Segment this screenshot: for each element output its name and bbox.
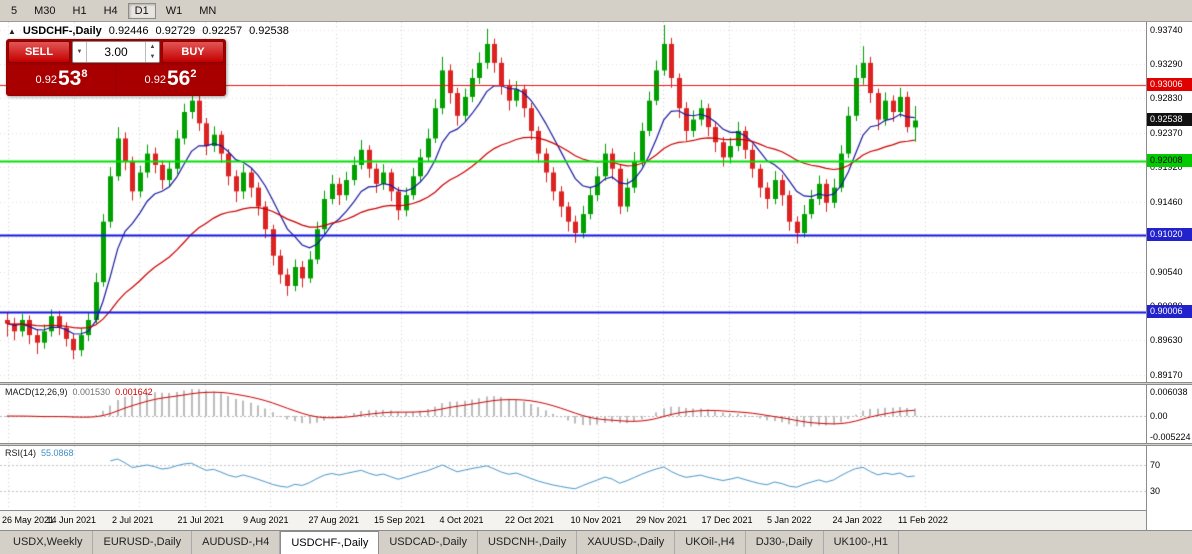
price-scale-label: 0.90540 xyxy=(1150,267,1183,277)
ohlc-open: 0.92446 xyxy=(108,25,149,37)
volume-dropdown-icon[interactable]: ▼ xyxy=(73,42,87,62)
rsi-canvas[interactable] xyxy=(0,446,1146,510)
buy-price-big: 56 xyxy=(166,67,191,90)
volume-input[interactable]: 3.00 xyxy=(104,45,128,59)
ohlc-close: 0.92538 xyxy=(249,25,289,37)
macd-scale-label: 0.006038 xyxy=(1150,387,1188,397)
macd-value-histogram: 0.001530 xyxy=(72,387,111,397)
ohlc-high: 0.92729 xyxy=(155,25,196,37)
panel-splitter-rsi[interactable] xyxy=(0,443,1192,446)
price-scale-badge: 0.90006 xyxy=(1147,305,1192,318)
chart-workspace: ▲ USDCHF-,Daily 0.92446 0.92729 0.92257 … xyxy=(0,22,1192,530)
timeframe-bar: 5 M30 H1 H4 D1 W1 MN xyxy=(0,0,1192,22)
time-axis-label: 17 Dec 2021 xyxy=(701,515,753,525)
price-scale-label: 0.93740 xyxy=(1150,25,1183,35)
buy-price-prefix: 0.92 xyxy=(144,74,166,86)
timeframe-button-5[interactable]: 5 xyxy=(11,4,18,17)
one-click-trading-panel: SELL ▼ 3.00 ▲ ▼ BUY 0.92 53 xyxy=(6,39,226,96)
rsi-scale-label: 30 xyxy=(1150,486,1161,496)
panel-splitter-macd[interactable] xyxy=(0,382,1192,385)
one-click-trading-toggle-icon[interactable]: ▲ xyxy=(8,26,16,36)
time-axis[interactable]: 26 May 2021 14 Jun 2021 2 Jul 2021 21 Jul 2… xyxy=(0,510,1146,530)
time-axis-label: 26 May 2021 xyxy=(2,515,55,525)
chart-tab-bar: USDX,Weekly EURUSD-,Daily AUDUSD-,H4 USDCHF… xyxy=(0,530,1192,554)
price-scale-label: 0.89170 xyxy=(1150,370,1183,380)
macd-canvas[interactable] xyxy=(0,385,1146,443)
rsi-panel: RSI(14) 55.0868 xyxy=(0,446,1146,510)
timeframe-button-h1[interactable]: H1 xyxy=(72,4,87,17)
rsi-value: 55.0868 xyxy=(41,448,74,458)
time-axis-label: 11 Feb 2022 xyxy=(898,515,948,525)
chart-tab-usdcad-daily[interactable]: USDCAD-,Daily xyxy=(379,531,478,554)
timeframe-button-h4[interactable]: H4 xyxy=(103,4,118,17)
time-axis-label: 29 Nov 2021 xyxy=(636,515,688,525)
rsi-scale-label: 70 xyxy=(1150,460,1161,470)
rsi-title: RSI(14) 55.0868 xyxy=(5,448,74,458)
time-axis-label: 21 Jul 2021 xyxy=(177,515,225,525)
macd-scale-label: 0.00 xyxy=(1150,411,1168,421)
buy-price-sup: 2 xyxy=(190,68,197,80)
time-axis-label: 15 Sep 2021 xyxy=(374,515,426,525)
buy-price-display[interactable]: 0.92 56 2 xyxy=(117,65,224,94)
price-scale-label: 0.91460 xyxy=(1150,197,1183,207)
chart-tab-uk100-h1[interactable]: UK100-,H1 xyxy=(824,531,900,554)
rsi-label: RSI(14) xyxy=(5,448,37,458)
chart-tab-xauusd-daily[interactable]: XAUUSD-,Daily xyxy=(577,531,676,554)
volume-control: ▼ 3.00 ▲ ▼ xyxy=(72,41,160,63)
chart-tab-usdcnh-daily[interactable]: USDCNH-,Daily xyxy=(478,531,578,554)
timeframe-button-m30[interactable]: M30 xyxy=(34,4,56,17)
time-axis-label: 24 Jan 2022 xyxy=(832,515,883,525)
chart-tab-dj30-daily[interactable]: DJ30-,Daily xyxy=(746,531,824,554)
chart-tab-usdx-weekly[interactable]: USDX,Weekly xyxy=(3,531,94,554)
price-scale-label: 0.92830 xyxy=(1150,93,1183,103)
time-axis-label: 27 Aug 2021 xyxy=(308,515,360,525)
macd-panel: MACD(12,26,9) 0.001530 0.001642 xyxy=(0,385,1146,443)
time-axis-label: 2 Jul 2021 xyxy=(112,515,154,525)
buy-button[interactable]: BUY xyxy=(162,41,224,63)
sell-price-big: 53 xyxy=(57,67,82,90)
price-scale-badge: 0.92538 xyxy=(1147,113,1192,126)
time-axis-label: 5 Jan 2022 xyxy=(767,515,812,525)
chart-tab-ukoil-h4[interactable]: UKOil-,H4 xyxy=(675,531,746,554)
price-scale-label: 0.93290 xyxy=(1150,59,1183,69)
sell-price-display[interactable]: 0.92 53 8 xyxy=(8,65,115,94)
chart-tab-audusd-h4[interactable]: AUDUSD-,H4 xyxy=(192,531,281,554)
price-scale[interactable]: 0.93740 0.93290 0.92830 0.92370 0.91920 0.914… xyxy=(1146,22,1192,530)
chart-tab-usdchf-daily[interactable]: USDCHF-,Daily xyxy=(280,531,380,554)
time-axis-label: 14 Jun 2021 xyxy=(46,515,97,525)
macd-label: MACD(12,26,9) xyxy=(5,387,68,397)
price-chart-panel: ▲ USDCHF-,Daily 0.92446 0.92729 0.92257 … xyxy=(0,22,1146,382)
price-scale-badge: 0.92008 xyxy=(1147,154,1192,167)
price-scale-label: 0.89630 xyxy=(1150,335,1183,345)
price-scale-badge: 0.91020 xyxy=(1147,228,1192,241)
chart-symbol-label: USDCHF-,Daily xyxy=(22,25,102,37)
sell-price-sup: 8 xyxy=(81,68,88,80)
timeframe-button-mn[interactable]: MN xyxy=(199,4,217,17)
volume-up-icon[interactable]: ▲ xyxy=(149,44,156,50)
macd-value-signal: 0.001642 xyxy=(115,387,153,397)
macd-title: MACD(12,26,9) 0.001530 0.001642 xyxy=(5,387,153,397)
volume-down-icon[interactable]: ▼ xyxy=(149,54,156,60)
chart-title: ▲ USDCHF-,Daily 0.92446 0.92729 0.92257 … xyxy=(8,25,289,37)
time-axis-label: 22 Oct 2021 xyxy=(505,515,555,525)
ohlc-low: 0.92257 xyxy=(202,25,243,37)
price-scale-badge: 0.93006 xyxy=(1147,78,1192,91)
macd-scale-label: -0.005224 xyxy=(1150,432,1191,442)
time-axis-label: 4 Oct 2021 xyxy=(439,515,484,525)
price-scale-label: 0.91920 xyxy=(1150,162,1183,172)
timeframe-button-d1[interactable]: D1 xyxy=(127,2,156,19)
sell-button[interactable]: SELL xyxy=(8,41,70,63)
sell-price-prefix: 0.92 xyxy=(35,74,57,86)
volume-stepper: ▲ ▼ xyxy=(145,42,159,62)
timeframe-button-w1[interactable]: W1 xyxy=(165,4,183,17)
time-axis-label: 9 Aug 2021 xyxy=(243,515,289,525)
price-scale-label: 0.92370 xyxy=(1150,128,1183,138)
time-axis-label: 10 Nov 2021 xyxy=(570,515,622,525)
chart-tab-eurusd-daily[interactable]: EURUSD-,Daily xyxy=(93,531,193,554)
